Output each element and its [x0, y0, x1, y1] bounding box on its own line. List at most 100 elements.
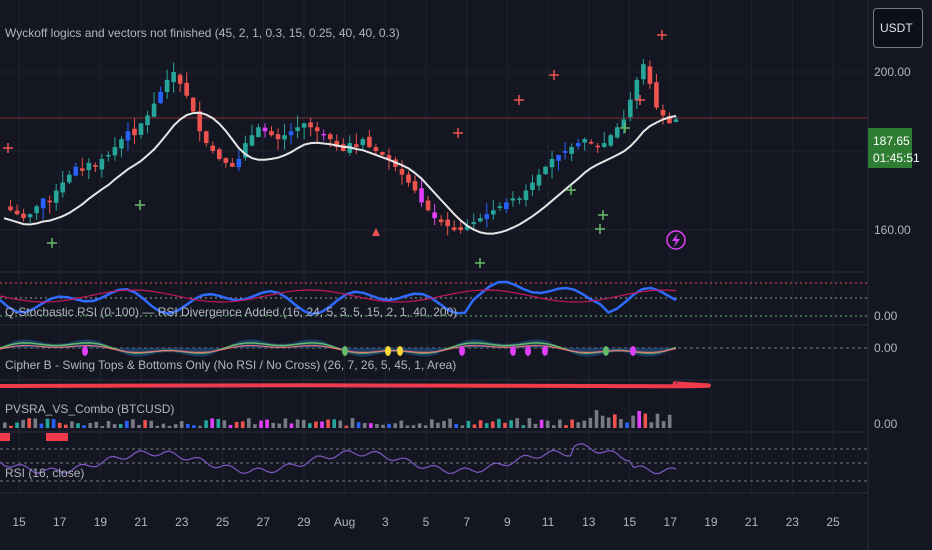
- volume-bar: [576, 422, 580, 428]
- cipher-dot: [603, 346, 609, 356]
- date-tick-label: 21: [745, 515, 759, 529]
- volume-bar: [33, 418, 38, 428]
- volume-bar: [472, 424, 477, 428]
- candle-body: [464, 226, 470, 230]
- candle-body: [588, 142, 594, 144]
- candle-body: [34, 206, 39, 214]
- volume-bar: [509, 420, 513, 428]
- volume-bar: [387, 423, 391, 428]
- candle-body: [673, 119, 679, 123]
- candle-body: [530, 182, 535, 190]
- candle-body: [412, 181, 418, 191]
- cipher-dot: [525, 346, 531, 356]
- date-tick-label: 9: [504, 515, 511, 529]
- cipher-dot: [459, 346, 465, 356]
- date-tick-label: 27: [257, 515, 271, 529]
- date-tick-label: 25: [216, 515, 230, 529]
- volume-bar: [491, 421, 495, 428]
- stoch-rsi-signal-line: [0, 289, 677, 303]
- date-tick-label: 21: [134, 515, 148, 529]
- volume-bar: [253, 424, 257, 428]
- candle-body: [21, 213, 26, 219]
- volume-bar: [545, 420, 550, 428]
- candle-body: [327, 134, 333, 140]
- candle-body: [40, 198, 46, 209]
- candle-body: [60, 182, 66, 193]
- candle-body: [654, 82, 659, 108]
- candle-body: [367, 136, 372, 148]
- volume-bar: [301, 419, 306, 428]
- candle-body: [425, 200, 431, 211]
- volume-bar: [332, 419, 336, 428]
- date-tick-label: 7: [463, 515, 470, 529]
- candle-body: [145, 115, 150, 126]
- volume-bar: [247, 418, 251, 428]
- volume-bar: [234, 421, 239, 428]
- volume-bar: [149, 420, 153, 428]
- cipher-dot: [510, 346, 516, 356]
- candle-body: [223, 158, 229, 163]
- candle-body: [27, 214, 33, 218]
- candle-body: [497, 206, 503, 208]
- candle-body: [151, 103, 157, 117]
- volume-bar: [454, 424, 458, 428]
- main-pane-label: Wyckoff logics and vectors not finished …: [5, 26, 400, 40]
- candle-body: [158, 91, 163, 104]
- grid: [0, 0, 868, 493]
- volume-bar: [649, 422, 654, 428]
- volume-bar: [564, 425, 568, 428]
- volume-bar: [338, 420, 343, 428]
- volume-bar: [204, 420, 208, 428]
- volume-bar: [143, 420, 147, 428]
- volume-bar: [100, 425, 105, 428]
- volume-bar: [326, 419, 330, 428]
- volume-bar: [222, 420, 227, 428]
- candle-body: [288, 131, 294, 136]
- volume-bar: [167, 425, 172, 428]
- candle-body: [477, 218, 483, 222]
- volume-bar: [39, 423, 44, 428]
- candle-body: [47, 200, 52, 203]
- volume-bar: [484, 423, 489, 428]
- candle-body: [641, 64, 646, 80]
- volume-bar: [344, 425, 349, 428]
- date-tick-label: 5: [423, 515, 430, 529]
- volume-bar: [192, 425, 196, 428]
- volume-bar: [57, 422, 62, 428]
- candle-body: [249, 135, 255, 146]
- volume-bar: [320, 421, 324, 428]
- volume-bar: [161, 423, 166, 428]
- volume-bar: [655, 413, 660, 428]
- currency-selector[interactable]: USDT: [873, 8, 923, 48]
- volume-bar: [314, 421, 318, 428]
- candle-body: [406, 174, 411, 183]
- candle-body: [451, 227, 457, 230]
- alert-lightning-icon[interactable]: [666, 230, 686, 250]
- volume-bar: [417, 423, 422, 428]
- volume-bars: [3, 410, 672, 428]
- candle-body: [230, 162, 235, 167]
- volume-bar: [405, 425, 410, 428]
- volume-bar: [283, 418, 288, 428]
- volume-bar: [637, 410, 641, 428]
- candle-body: [601, 143, 607, 147]
- volume-bar: [570, 419, 574, 428]
- volume-bar: [308, 423, 312, 428]
- volume-bar: [375, 424, 379, 428]
- volume-bar: [15, 422, 19, 428]
- candle-body: [667, 116, 672, 124]
- candle-body: [582, 139, 587, 143]
- volume-bar: [667, 414, 672, 428]
- date-axis[interactable]: 15 17 19 21 23 25 27 29 Aug 3 5 7 9 11 13 15 17 19 21 23 25: [12, 515, 840, 529]
- candle-body: [575, 143, 581, 147]
- date-tick-label: 19: [94, 515, 108, 529]
- cipher-dot: [630, 346, 636, 356]
- candle-body: [491, 210, 496, 215]
- cipher-dot: [342, 346, 348, 356]
- volume-bar: [369, 423, 373, 428]
- candle-body: [53, 190, 59, 203]
- candle-body: [190, 97, 196, 112]
- candle-body: [217, 149, 222, 159]
- volume-bar: [82, 425, 86, 428]
- date-tick-label: 15: [12, 515, 26, 529]
